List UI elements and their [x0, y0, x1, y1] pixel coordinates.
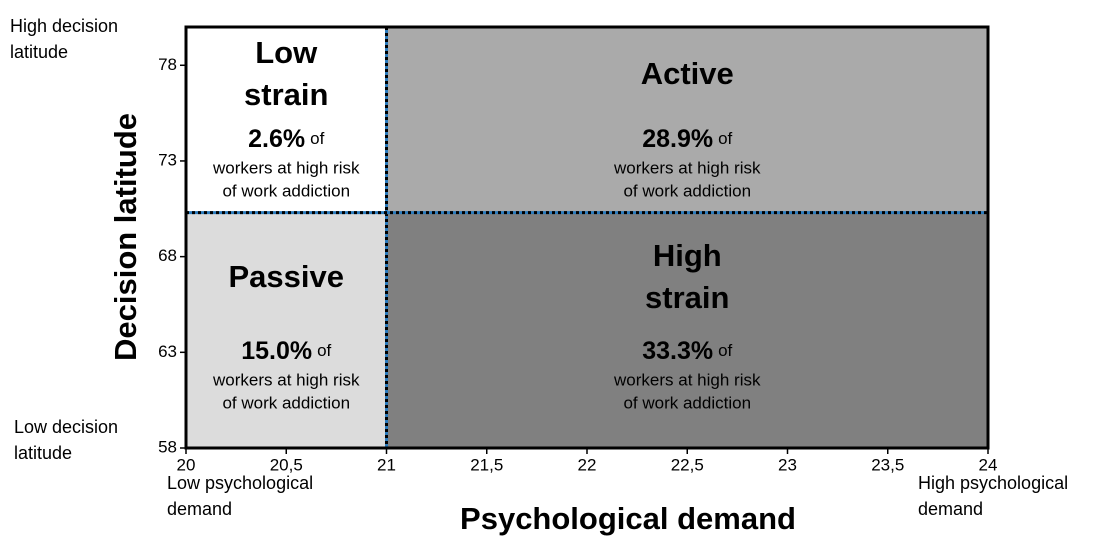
quadrant-description: workers at high risk [613, 370, 761, 389]
y-tick-label: 78 [158, 55, 177, 74]
value-label: 33.3% [642, 337, 713, 365]
quadrant-description: workers at high risk [212, 370, 360, 389]
x-tick-label: 22,5 [671, 455, 704, 474]
quadrant-title: strain [645, 280, 729, 315]
quadrant [386, 27, 988, 213]
x-tick-label: 20,5 [270, 455, 303, 474]
value-label: 15.0% [241, 337, 312, 365]
quadrant-value: 33.3% of [642, 337, 732, 365]
x-tick-label: 22 [578, 455, 597, 474]
y-tick-label: 58 [158, 437, 177, 456]
corner-label: latitude [10, 42, 68, 62]
value-suffix: of [718, 341, 732, 360]
quadrant-value: 2.6% of [248, 125, 324, 153]
quadrant-description: workers at high risk [613, 158, 761, 177]
x-axis-label: Psychological demand [460, 501, 796, 536]
quadrant-value: 15.0% of [241, 337, 331, 365]
corner-label: Low psychological [167, 473, 313, 493]
corner-label: High psychological [918, 473, 1068, 493]
corner-label: High decision [10, 16, 118, 36]
corner-label: demand [918, 499, 983, 519]
quadrant-description: of work addiction [222, 393, 350, 412]
y-tick-label: 63 [158, 342, 177, 361]
value-label: 2.6% [248, 125, 305, 153]
x-tick-label: 24 [979, 455, 998, 474]
quadrant [386, 212, 988, 448]
quadrant-title: High [653, 238, 722, 273]
x-tick-label: 20 [177, 455, 196, 474]
quadrant [186, 27, 387, 213]
value-suffix: of [317, 341, 331, 360]
y-axis-label: Decision latitude [108, 113, 143, 361]
quadrant-title: Passive [229, 259, 345, 294]
corner-label: demand [167, 499, 232, 519]
quadrant-title: strain [244, 77, 328, 112]
corner-label: Low decision [14, 417, 118, 437]
y-tick-label: 73 [158, 150, 177, 169]
value-label: 28.9% [642, 125, 713, 153]
x-tick-label: 23 [778, 455, 797, 474]
quadrant-title: Low [255, 35, 318, 70]
quadrant-description: workers at high risk [212, 158, 360, 177]
quadrant-title: Active [641, 56, 734, 91]
value-suffix: of [310, 129, 324, 148]
value-suffix: of [718, 129, 732, 148]
x-tick-label: 23,5 [871, 455, 904, 474]
quadrant [186, 212, 387, 448]
y-tick-label: 68 [158, 246, 177, 265]
quadrant-description: of work addiction [623, 181, 751, 200]
quadrant-description: of work addiction [623, 393, 751, 412]
x-tick-label: 21 [377, 455, 396, 474]
corner-label: latitude [14, 443, 72, 463]
quadrant-value: 28.9% of [642, 125, 732, 153]
quadrant-description: of work addiction [222, 181, 350, 200]
x-tick-label: 21,5 [470, 455, 503, 474]
